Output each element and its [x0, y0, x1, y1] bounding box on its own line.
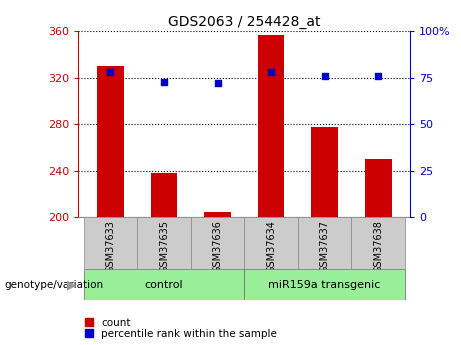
Text: GSM37634: GSM37634 [266, 220, 276, 273]
Bar [351, 217, 405, 269]
Point [374, 74, 382, 79]
Bar [84, 269, 244, 300]
Bar [244, 217, 298, 269]
Text: miR159a transgenic: miR159a transgenic [268, 280, 381, 289]
Point [160, 79, 168, 85]
Bar [204, 211, 231, 217]
Title: GDS2063 / 254428_at: GDS2063 / 254428_at [168, 14, 320, 29]
Bar [137, 217, 191, 269]
Text: genotype/variation: genotype/variation [5, 280, 104, 289]
Point [267, 69, 275, 75]
Bar [97, 66, 124, 217]
Bar [298, 217, 351, 269]
Text: GSM37633: GSM37633 [106, 220, 116, 273]
Text: GSM37636: GSM37636 [213, 220, 223, 273]
Point [107, 69, 114, 75]
Text: GSM37638: GSM37638 [373, 220, 383, 273]
Text: GSM37637: GSM37637 [319, 220, 330, 273]
Text: ▶: ▶ [67, 278, 76, 291]
Bar [365, 159, 391, 217]
Point [214, 81, 221, 86]
Bar [191, 217, 244, 269]
Legend: count, percentile rank within the sample: count, percentile rank within the sample [83, 317, 278, 340]
Bar [151, 173, 177, 217]
Bar [258, 34, 284, 217]
Bar [244, 269, 405, 300]
Point [321, 74, 328, 79]
Text: control: control [145, 280, 183, 289]
Bar [311, 127, 338, 217]
Bar [84, 217, 137, 269]
Text: GSM37635: GSM37635 [159, 220, 169, 273]
